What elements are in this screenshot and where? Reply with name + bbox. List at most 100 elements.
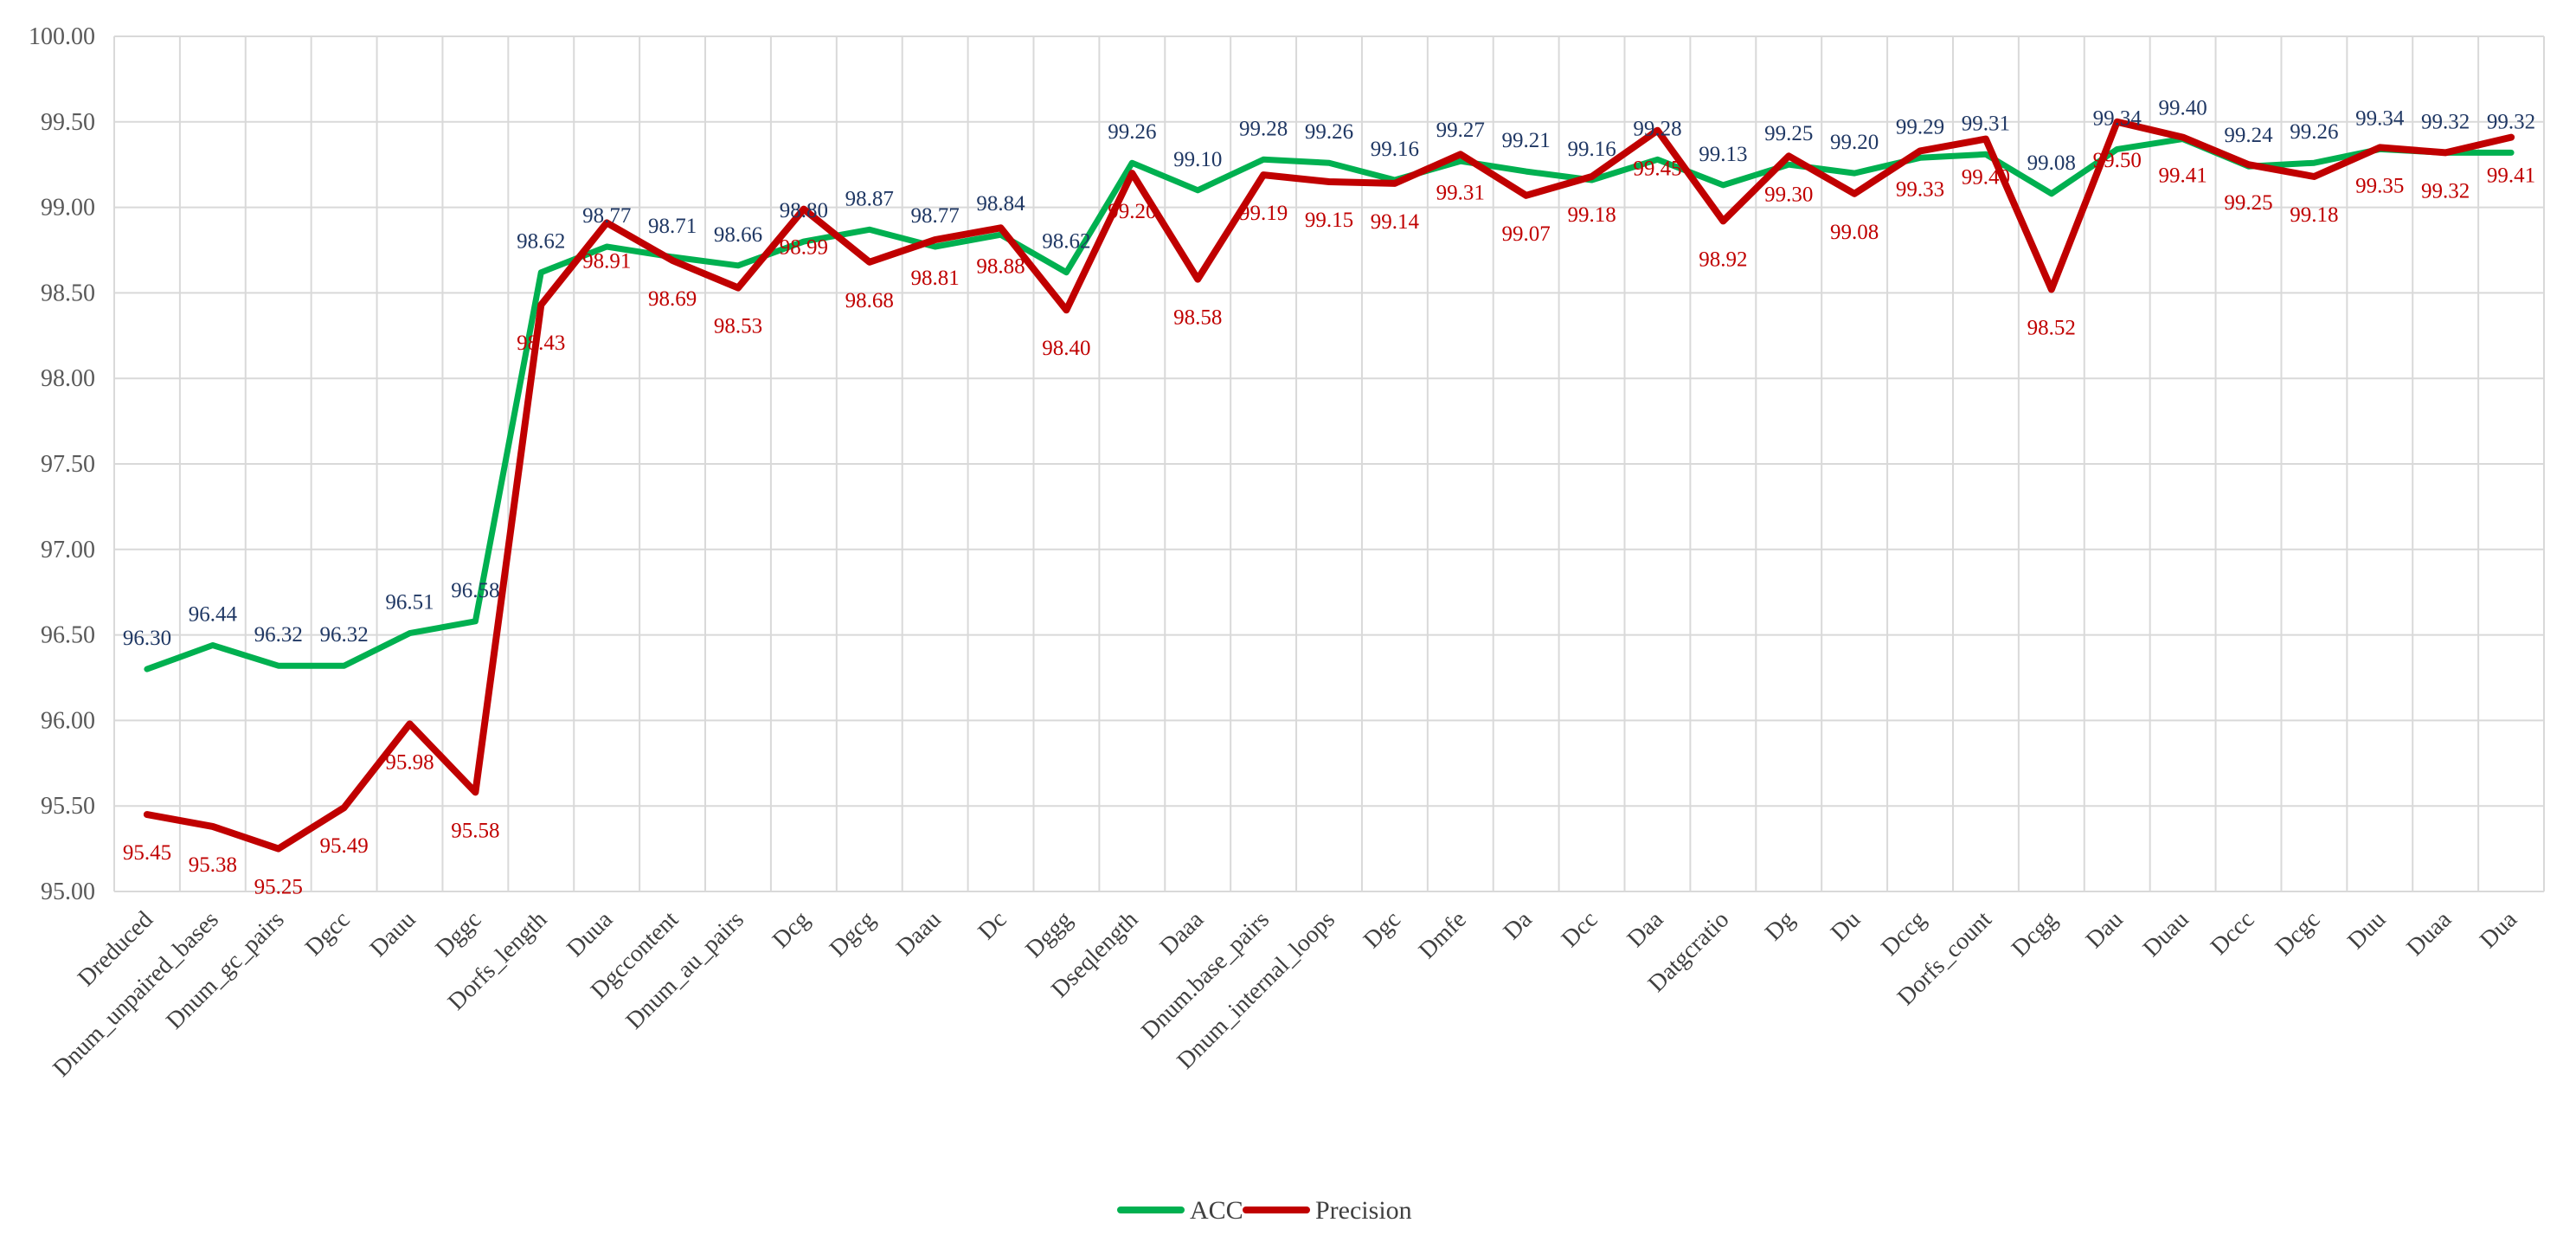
acc-data-label: 99.26 [1108, 120, 1156, 144]
legend-label-acc: ACC [1190, 1196, 1243, 1225]
precision-data-label: 99.45 [1633, 158, 1681, 181]
precision-data-label: 98.91 [582, 249, 631, 273]
acc-data-label: 99.10 [1173, 148, 1222, 171]
acc-data-label: 99.26 [1305, 120, 1353, 144]
x-tick-label: Dnum_gc_pairs [161, 906, 289, 1034]
precision-data-label: 95.58 [451, 819, 499, 842]
acc-data-label: 99.34 [2355, 106, 2405, 130]
precision-data-label: 98.52 [2027, 316, 2076, 339]
precision-data-label: 99.08 [1830, 221, 1879, 244]
y-axis-ticks: 95.00 95.50 96.00 96.50 97.00 97.50 98.00 98.50… [29, 23, 95, 905]
x-tick-label: Dggc [431, 906, 487, 962]
y-tick-label: 97.50 [41, 451, 95, 478]
x-tick-label: Dauu [365, 906, 421, 962]
acc-data-label: 96.44 [189, 602, 238, 626]
acc-data-label: 96.32 [319, 623, 368, 647]
x-tick-label: Duu [2342, 906, 2391, 955]
precision-data-label: 98.69 [648, 287, 697, 311]
precision-data-label: 99.32 [2421, 179, 2470, 203]
y-tick-label: 99.00 [41, 195, 95, 222]
series-lines [143, 118, 2515, 853]
acc-data-label: 99.29 [1896, 115, 1944, 138]
precision-data-label: 99.19 [1239, 202, 1288, 225]
acc-data-label: 99.32 [2487, 110, 2535, 133]
y-tick-label: 98.00 [41, 365, 95, 392]
precision-data-label: 99.14 [1371, 210, 1420, 234]
precision-data-label: 99.50 [2093, 149, 2142, 172]
precision-data-label: 95.98 [385, 750, 434, 774]
precision-data-label: 98.53 [714, 314, 762, 338]
acc-data-label: 99.13 [1699, 143, 1747, 166]
precision-data-label: 95.25 [254, 876, 303, 899]
y-tick-label: 99.50 [41, 109, 95, 136]
precision-data-label: 98.81 [911, 267, 960, 290]
acc-data-label: 98.62 [517, 230, 565, 254]
series-line-acc [144, 136, 2515, 672]
x-tick-label: Dcg [768, 906, 815, 954]
precision-data-label: 99.18 [2290, 203, 2338, 227]
x-tick-label: Dccg [1876, 906, 1931, 962]
y-tick-label: 95.50 [41, 793, 95, 820]
y-tick-label: 97.00 [41, 537, 95, 563]
x-tick-label: Da [1499, 906, 1538, 945]
acc-data-label: 96.51 [385, 591, 434, 615]
precision-data-label: 99.33 [1896, 177, 1944, 201]
y-tick-label: 98.50 [41, 280, 95, 306]
precision-data-label: 99.41 [2158, 164, 2207, 188]
x-tick-label: Duaa [2401, 906, 2457, 962]
acc-data-label: 99.28 [1633, 117, 1681, 140]
x-tick-label: Dmfe [1414, 906, 1472, 964]
precision-data-label: 95.38 [189, 853, 237, 877]
acc-data-label: 99.25 [1764, 122, 1813, 145]
x-tick-label: Daaa [1155, 906, 1210, 961]
acc-data-label: 99.32 [2421, 110, 2470, 133]
acc-data-label: 99.16 [1567, 138, 1616, 161]
acc-data-label: 98.87 [845, 187, 894, 210]
precision-data-label: 95.45 [123, 841, 171, 865]
precision-data-label: 95.49 [319, 834, 368, 858]
acc-data-label: 98.71 [648, 215, 697, 238]
acc-data-label: 99.24 [2224, 124, 2273, 147]
acc-data-label: 99.21 [1502, 129, 1551, 152]
y-tick-label: 96.00 [41, 707, 95, 734]
precision-data-label: 98.92 [1699, 248, 1747, 271]
precision-data-label: 98.43 [517, 331, 565, 355]
precision-data-label: 99.20 [1108, 200, 1156, 223]
precision-data-label: 98.68 [845, 289, 894, 312]
x-tick-label: Dgcg [825, 906, 881, 962]
legend-label-precision: Precision [1315, 1196, 1412, 1225]
precision-data-label: 98.40 [1042, 337, 1090, 360]
precision-data-label: 99.41 [2487, 164, 2535, 188]
precision-data-label: 99.15 [1305, 209, 1353, 232]
x-tick-label: Dcgc [2271, 906, 2326, 962]
acc-data-label: 99.08 [2027, 151, 2076, 175]
x-axis-ticks: DreducedDnum_unpaired_basesDnum_gc_pairs… [48, 906, 2522, 1083]
precision-data-label: 98.58 [1173, 306, 1222, 330]
series-line-precision [143, 118, 2515, 853]
x-tick-label: Dnum_au_pairs [621, 906, 749, 1034]
precision-data-label: 98.88 [976, 254, 1025, 278]
acc-data-label: 99.16 [1371, 138, 1419, 161]
acc-data-label: 96.32 [254, 623, 303, 647]
x-tick-label: Dcc [1557, 906, 1603, 953]
y-tick-label: 100.00 [29, 23, 95, 50]
x-tick-label: Dcgg [2007, 906, 2063, 962]
acc-data-label: 98.66 [714, 223, 762, 247]
x-tick-label: Dggg [1020, 906, 1077, 963]
acc-data-label: 98.84 [976, 192, 1025, 216]
precision-data-label: 99.25 [2224, 191, 2272, 215]
acc-data-label: 99.26 [2290, 120, 2338, 144]
precision-data-label: 99.40 [1962, 166, 2010, 190]
x-tick-label: Dccc [2206, 906, 2260, 961]
x-tick-label: Dg [1760, 906, 1800, 946]
acc-data-label: 98.62 [1042, 230, 1090, 254]
acc-data-label: 98.80 [780, 199, 828, 222]
acc-data-label: 99.31 [1962, 112, 2010, 135]
precision-data-label: 99.07 [1502, 222, 1551, 246]
precision-data-label: 99.30 [1764, 183, 1813, 206]
x-tick-label: Du [1826, 906, 1866, 946]
precision-data-label: 99.35 [2355, 174, 2404, 197]
acc-data-label: 98.77 [582, 204, 631, 228]
x-tick-label: Duua [562, 906, 618, 962]
precision-data-label: 99.31 [1436, 181, 1485, 204]
